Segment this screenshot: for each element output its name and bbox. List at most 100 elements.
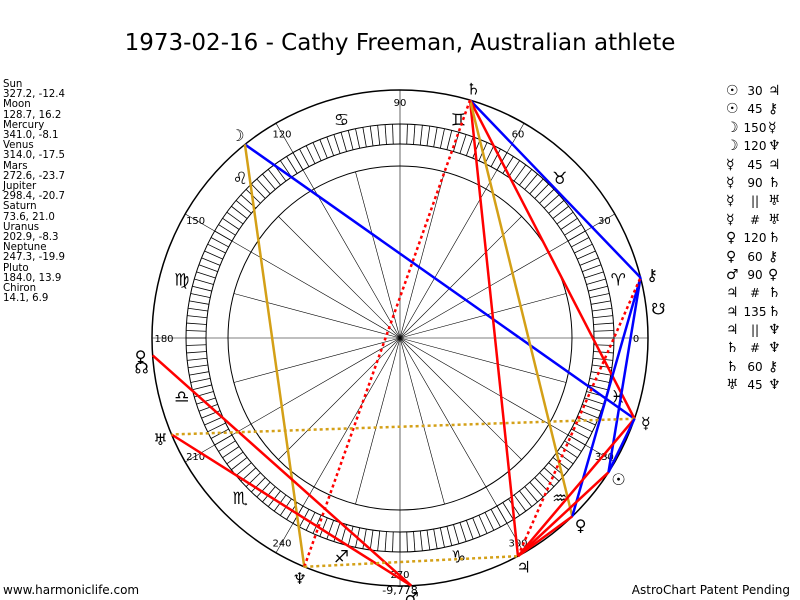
aspect-row: ♄ 60 ⚷ [726,358,784,376]
position-name: Mercury [3,119,45,131]
degree-tick [413,531,416,552]
zodiac-sign-icon: ♑ [451,547,466,567]
aspect-planet-glyph: ♃ [726,322,739,339]
position-name: Jupiter [3,181,37,193]
degree-tick [439,527,445,548]
aspect-value: 45 [747,378,763,393]
aspect-line [607,277,642,473]
zodiac-sign-icon: ♌ [233,169,248,189]
degree-tick [186,322,207,325]
degree-tick [392,531,394,552]
aspect-planet-glyph: ♃ [726,285,739,302]
degree-tick [262,486,276,503]
degree-tick [299,148,310,167]
planet-glyph-icon: ♄ [466,80,480,99]
position-name: Mars [3,160,28,172]
degree-tick [406,531,408,552]
aspect-planet-glyph: ⚷ [768,358,779,375]
degree-tick [508,160,520,178]
zodiac-sign-icon: ♏ [233,489,248,509]
degree-tick [256,481,271,498]
position-name: Neptune [3,242,47,254]
planet-glyph-icon: ☽ [230,126,244,145]
degree-label: 30 [598,216,611,227]
degree-tick [218,224,236,236]
degree-tick [446,526,453,546]
aspect-planet-glyph: ♄ [768,285,781,302]
position-name: Saturn [3,201,37,213]
aspect-value: # [749,212,761,227]
zodiac-sign-icon: ♍ [174,271,189,291]
aspect-planet-glyph: ☿ [726,156,735,173]
aspect-planet-glyph: ♄ [768,230,781,247]
degree-tick [502,156,514,174]
footer-site[interactable]: www.harmoniclife.com [3,583,140,597]
degree-tick [194,278,214,285]
degree-tick [355,128,361,149]
degree-tick [529,481,544,498]
degree-tick [251,477,266,493]
degree-tick [204,416,223,426]
degree-tick [490,509,501,528]
degree-tick [593,322,614,325]
planet-glyph-icon: ☋ [651,300,665,319]
aspect-planet-glyph: ♄ [726,340,739,357]
spoke-line [233,293,401,339]
degree-tick [305,145,316,164]
spoke-line [399,293,567,339]
degree-tick [333,134,341,154]
aspect-planet-glyph: ☿ [726,193,735,210]
planet-glyph-icon: ♆ [292,569,306,588]
degree-tick [231,205,248,219]
degree-tick [571,428,590,439]
aspect-planet-glyph: ☿ [726,211,735,228]
position-coords: 327.2, -12.4 [3,89,66,101]
position-coords: 184.0, 13.9 [3,272,62,284]
degree-tick [204,250,223,260]
aspect-planet-glyph: ☽ [726,138,739,155]
aspect-value: 90 [747,267,763,282]
aspect-line [571,277,642,517]
planet-positions-list: Sun 327.2, -12.4 Moon 128.7, 16.2 Mercury 341… [3,79,66,304]
degree-tick [556,451,574,465]
degree-tick [188,364,208,369]
position-coords: 128.7, 16.2 [3,109,62,121]
degree-tick [362,528,367,549]
aspect-planet-glyph: ☉ [726,83,739,99]
footer-patent: AstroChart Patent Pending [631,583,790,597]
zodiac-sign-icon: ♊ [451,111,466,131]
planet-glyph-icon: ☿ [641,414,651,433]
degree-tick [347,526,354,546]
degree-tick [189,371,210,376]
aspect-value: 120 [743,139,767,154]
aspect-value: 45 [747,102,763,117]
aspect-planet-glyph: ♀ [726,230,737,247]
degree-tick [453,524,460,544]
spoke-line [399,213,615,339]
degree-tick [579,257,599,266]
zodiac-sign-icon: ♈ [611,271,626,291]
degree-tick [226,451,244,465]
degree-tick [231,457,248,471]
position-name: Moon [3,99,31,111]
degree-tick [502,502,514,520]
aspect-line [303,99,472,568]
degree-tick [472,139,481,159]
aspect-line [517,515,574,558]
aspect-row: ☉ 30 ♃ [726,82,784,100]
degree-tick [582,264,602,273]
position-name: Chiron [3,283,37,295]
aspect-row: ☿ || ♅ [726,192,784,210]
aspect-planet-glyph: ⚷ [768,101,779,118]
degree-tick [377,125,381,146]
degree-label: 60 [512,130,525,141]
degree-tick [280,160,292,178]
aspect-line [151,354,413,587]
aspect-line [517,417,636,557]
degree-tick [513,164,527,182]
degree-label: 330 [595,452,614,463]
aspect-value: 120 [743,231,767,246]
degree-tick [556,211,574,225]
degree-label: 120 [272,130,291,141]
degree-tick [369,126,374,146]
